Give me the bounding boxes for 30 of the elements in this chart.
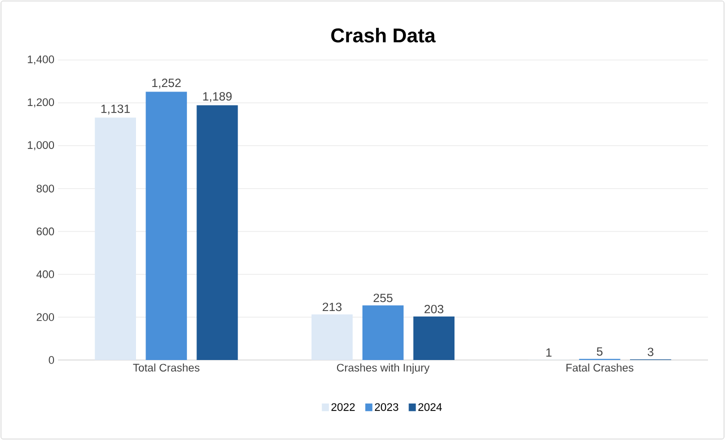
data-label: 1,189 bbox=[203, 92, 232, 102]
data-label: 3 bbox=[648, 348, 654, 356]
legend-label: 2023 bbox=[374, 403, 398, 411]
data-label: 1,131 bbox=[101, 104, 130, 114]
y-tick-label: 1,400 bbox=[28, 55, 54, 65]
legend-label: 2022 bbox=[331, 403, 355, 411]
legend-label: 2024 bbox=[418, 403, 442, 411]
y-tick-label: 600 bbox=[36, 228, 54, 236]
data-label: 255 bbox=[374, 294, 392, 302]
y-tick-label: 1,000 bbox=[28, 141, 54, 150]
bar bbox=[146, 92, 187, 360]
y-tick-label: 1,200 bbox=[28, 98, 54, 108]
x-tick-label: Crashes with Injury bbox=[336, 364, 430, 374]
data-label: 213 bbox=[322, 302, 342, 312]
y-tick-label: 0 bbox=[48, 356, 54, 364]
y-tick-label: 400 bbox=[36, 270, 54, 278]
x-tick-label: Total Crashes bbox=[133, 364, 200, 372]
bar bbox=[196, 105, 238, 360]
bar bbox=[362, 305, 404, 360]
bar bbox=[94, 118, 136, 360]
data-label: 1 bbox=[546, 348, 552, 357]
bar bbox=[413, 316, 455, 360]
y-tick-label: 200 bbox=[36, 313, 54, 322]
data-label: 5 bbox=[596, 347, 602, 356]
chart-title: Crash Data bbox=[331, 28, 436, 42]
y-tick-label: 800 bbox=[36, 184, 54, 192]
data-label: 203 bbox=[424, 304, 444, 314]
bar bbox=[312, 314, 353, 360]
data-label: 1,252 bbox=[152, 78, 181, 89]
x-tick-label: Fatal Crashes bbox=[566, 364, 634, 372]
